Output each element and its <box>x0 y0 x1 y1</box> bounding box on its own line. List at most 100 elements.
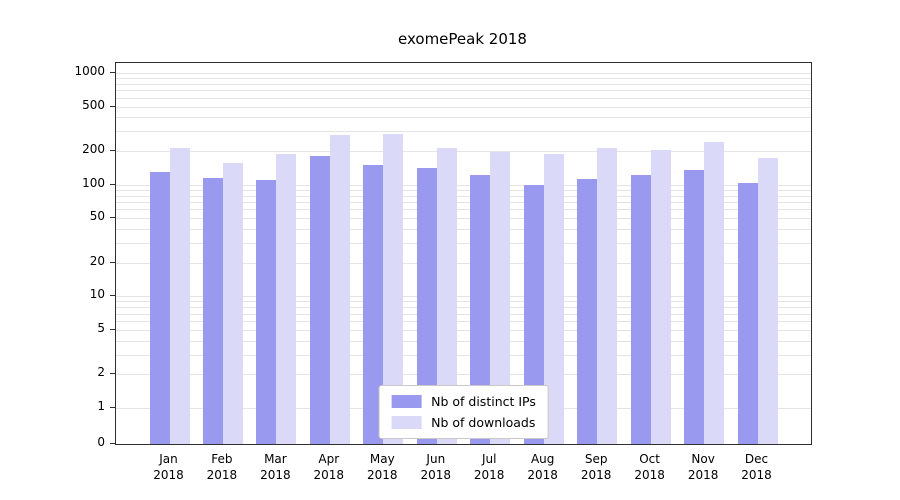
x-tick-month: Oct <box>639 452 660 466</box>
x-tick-month: Apr <box>318 452 340 466</box>
x-tick-label-sep: Sep 2018 <box>566 451 626 483</box>
legend-label-downloads: Nb of downloads <box>431 415 536 430</box>
bars-layer <box>116 63 811 444</box>
gridline <box>116 354 811 356</box>
x-tick-label-apr: Apr 2018 <box>299 451 359 483</box>
x-tick-month: Feb <box>211 452 233 466</box>
bar-distinct-ips-sep <box>577 179 598 444</box>
bar-distinct-ips-jun <box>416 168 437 444</box>
y-tick-label: 50 <box>89 209 105 224</box>
x-tick-year: 2018 <box>260 468 291 483</box>
bar-downloads-nov <box>704 142 725 444</box>
bar-downloads-sep <box>597 147 618 444</box>
legend-item-downloads: Nb of downloads <box>391 415 536 430</box>
gridline <box>116 340 811 342</box>
bar-distinct-ips-nov <box>684 170 705 444</box>
gridline <box>116 83 811 85</box>
gridline <box>116 189 811 191</box>
bar-downloads-oct <box>650 149 671 444</box>
x-tick-label-mar: Mar 2018 <box>245 451 305 483</box>
gridline <box>116 301 811 303</box>
bar-distinct-ips-jul <box>470 175 491 444</box>
bar-downloads-aug <box>543 153 564 444</box>
x-tick-year: 2018 <box>527 468 558 483</box>
bar-distinct-ips-dec <box>737 183 758 444</box>
y-tick-label: 5 <box>97 320 105 335</box>
bar-distinct-ips-mar <box>256 180 277 444</box>
gridline <box>116 90 811 92</box>
y-tick-mark <box>110 373 115 375</box>
x-tick-month: Sep <box>584 452 608 466</box>
x-tick-month: Mar <box>264 452 287 466</box>
y-tick-label: 0 <box>97 435 105 449</box>
gridline <box>116 296 811 298</box>
x-tick-year: 2018 <box>741 468 772 483</box>
x-tick-label-aug: Aug 2018 <box>513 451 573 483</box>
x-tick-month: Jun <box>426 452 446 466</box>
gridline <box>116 97 811 99</box>
bar-distinct-ips-apr <box>309 156 330 444</box>
y-tick-mark <box>110 150 115 152</box>
y-tick-label: 1000 <box>74 64 105 78</box>
gridline <box>116 131 811 133</box>
bar-distinct-ips-feb <box>202 177 223 444</box>
y-tick-label: 2 <box>97 365 105 380</box>
y-tick-mark <box>110 183 115 185</box>
legend-label-distinct-ips: Nb of distinct IPs <box>431 394 536 409</box>
gridline <box>116 184 811 186</box>
legend-item-distinct-ips: Nb of distinct IPs <box>391 394 536 409</box>
x-tick-month: Jul <box>481 452 497 466</box>
y-tick-mark <box>110 217 115 219</box>
y-tick-mark <box>110 328 115 330</box>
gridline <box>116 321 811 323</box>
x-tick-label-feb: Feb 2018 <box>192 451 252 483</box>
y-tick-label: 10 <box>89 287 105 302</box>
x-tick-label-dec: Dec 2018 <box>727 451 787 483</box>
gridline <box>116 374 811 376</box>
x-tick-month: May <box>369 452 395 466</box>
plot-area: Nb of distinct IPs Nb of downloads <box>115 62 812 445</box>
x-tick-year: 2018 <box>473 468 505 483</box>
x-tick-year: 2018 <box>580 468 612 483</box>
legend-swatch-downloads <box>391 416 422 429</box>
y-tick-label: 100 <box>82 175 105 190</box>
x-tick-year: 2018 <box>687 468 719 483</box>
x-tick-year: 2018 <box>367 468 398 483</box>
gridline <box>116 262 811 264</box>
legend: Nb of distinct IPs Nb of downloads <box>378 385 549 439</box>
x-tick-year: 2018 <box>153 468 184 483</box>
bar-downloads-mar <box>276 153 297 444</box>
bar-downloads-apr <box>329 134 350 444</box>
bar-downloads-dec <box>757 157 778 444</box>
gridline <box>116 106 811 108</box>
bar-downloads-feb <box>222 163 243 444</box>
gridline <box>116 151 811 153</box>
y-tick-label: 20 <box>89 253 105 268</box>
x-tick-label-jul: Jul 2018 <box>459 451 519 483</box>
y-tick-mark <box>110 261 115 263</box>
gridline <box>116 117 811 119</box>
gridline <box>116 78 811 80</box>
x-tick-year: 2018 <box>420 468 452 483</box>
gridline <box>116 195 811 197</box>
gridline <box>116 243 811 245</box>
x-tick-month: Aug <box>530 452 555 466</box>
bar-downloads-jan <box>169 147 190 444</box>
x-tick-month: Nov <box>691 452 715 466</box>
gridline <box>116 218 811 220</box>
x-tick-label-may: May 2018 <box>352 451 412 483</box>
bar-distinct-ips-may <box>363 165 384 444</box>
y-tick-label: 200 <box>82 142 105 157</box>
bar-distinct-ips-oct <box>630 175 651 444</box>
bar-downloads-jun <box>436 147 457 444</box>
y-tick-mark <box>110 72 115 73</box>
bar-distinct-ips-aug <box>523 184 544 444</box>
x-tick-label-nov: Nov 2018 <box>673 451 733 483</box>
bar-distinct-ips-jan <box>149 171 170 444</box>
y-tick-mark <box>110 105 115 107</box>
gridline <box>116 209 811 211</box>
gridline <box>116 202 811 203</box>
gridline <box>116 313 811 315</box>
gridline <box>116 73 811 74</box>
bar-downloads-may <box>383 133 404 444</box>
